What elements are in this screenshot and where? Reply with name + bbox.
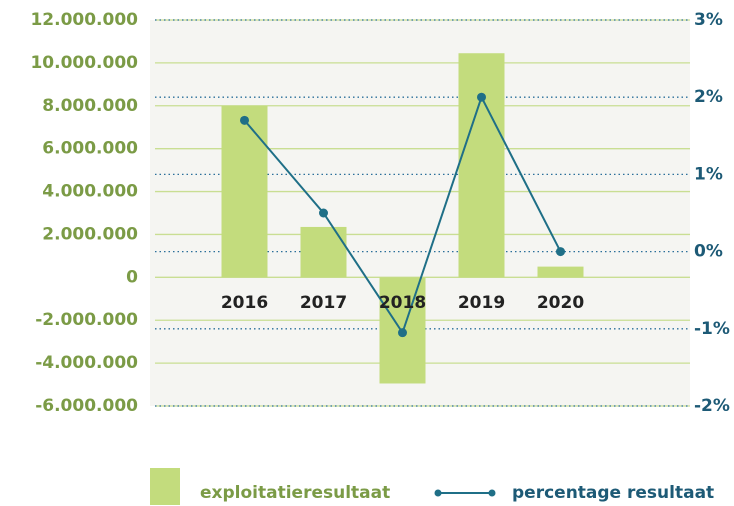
y-tick-label: 12.000.000	[30, 10, 138, 30]
legend-swatch	[150, 468, 180, 505]
line-point	[319, 208, 328, 218]
x-tick-label: 2019	[458, 293, 505, 313]
legend-dot	[434, 489, 442, 497]
y-tick-label: 8.000.000	[42, 96, 138, 116]
y-tick-label: 6.000.000	[42, 139, 138, 159]
line-point	[477, 92, 486, 102]
x-tick-label: 2018	[379, 293, 426, 313]
y2-tick-label: -1%	[694, 319, 730, 339]
y-tick-label: -2.000.000	[35, 310, 138, 330]
y-tick-label: -6.000.000	[35, 396, 138, 416]
legend-dot	[488, 489, 496, 497]
x-tick-label: 2017	[300, 293, 347, 313]
x-tick-label: 2020	[537, 293, 584, 313]
y2-tick-label: 3%	[694, 10, 723, 30]
bar	[300, 226, 347, 278]
x-tick-label: 2016	[221, 293, 268, 313]
line-point	[240, 115, 249, 125]
y-tick-label: 0	[126, 267, 138, 287]
y-tick-label: -4.000.000	[35, 353, 138, 373]
y2-tick-label: -2%	[694, 396, 730, 416]
bar	[537, 266, 584, 278]
y-tick-label: 2.000.000	[42, 224, 138, 244]
legend-label: percentage resultaat	[512, 483, 714, 503]
line-point	[556, 247, 565, 257]
y-tick-label: 10.000.000	[30, 53, 138, 73]
bar	[221, 105, 268, 278]
y2-tick-label: 1%	[694, 164, 723, 184]
bar	[458, 53, 505, 278]
legend-label: exploitatieresultaat	[200, 483, 390, 503]
y2-tick-label: 2%	[694, 87, 723, 107]
line-point	[398, 328, 407, 338]
y2-tick-label: 0%	[694, 242, 723, 262]
y-tick-label: 4.000.000	[42, 182, 138, 202]
